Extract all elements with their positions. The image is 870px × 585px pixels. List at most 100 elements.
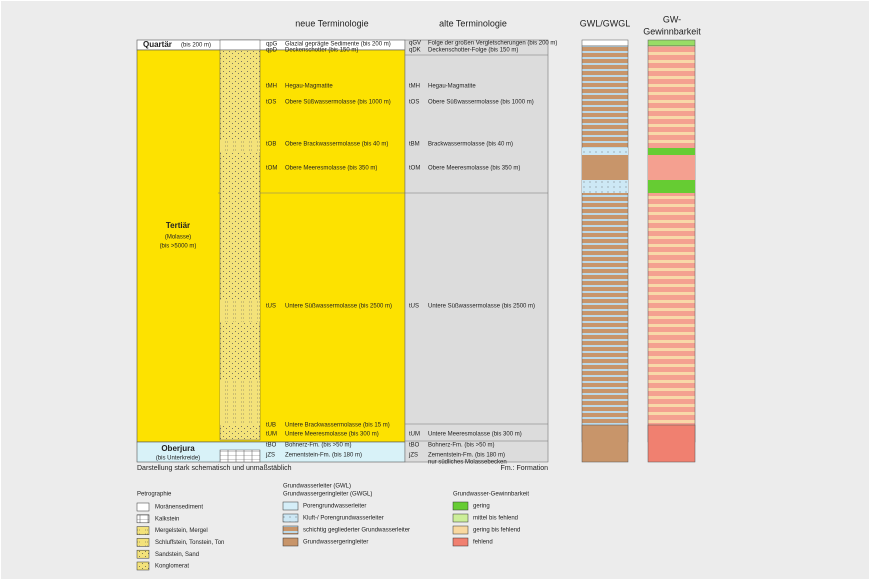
term: Zementstein-Fm. (bis 180 m) [285, 453, 362, 459]
code: tOS [409, 100, 419, 106]
term: Untere Meeresmolasse (bis 300 m) [428, 432, 522, 438]
gw-top [647, 39, 696, 47]
header: GWL/GWGL [580, 18, 631, 28]
legend-swatch [136, 526, 150, 535]
code: tUM [266, 432, 277, 438]
legend-label: Mergelstein, Mergel [155, 528, 208, 534]
legend-label: Kluft-/ Porengrundwasserleiter [303, 516, 384, 522]
term: Untere Brackwassermolasse (bis 15 m) [285, 423, 390, 429]
gwl-pore [582, 148, 628, 155]
legend-swatch [452, 513, 469, 523]
term: Untere Süßwassermolasse (bis 2500 m) [428, 304, 535, 310]
code: qDK [409, 48, 421, 54]
legend-swatch [136, 502, 150, 512]
code: tOM [266, 166, 277, 172]
code: tUM [409, 432, 420, 438]
litho-silt [220, 140, 260, 152]
litho-sand [219, 49, 261, 441]
unit-name: Tertiär [166, 221, 190, 230]
footer: Darstellung stark schematisch und unmaßs… [137, 465, 292, 472]
legend-title: Grundwasserleiter (GWL) [283, 484, 351, 490]
code: tUB [266, 423, 276, 429]
unit-note: (bis >5000 m) [160, 244, 197, 250]
legend-label: Sandstein, Sand [155, 552, 199, 558]
legend-swatch [282, 525, 299, 535]
gwl-low [581, 424, 629, 463]
code: tOB [266, 142, 276, 148]
term: Obere Brackwassermolasse (bis 40 m) [285, 142, 388, 148]
gwl-column [581, 45, 629, 443]
term: Hegau-Magmatite [428, 84, 476, 90]
gw-low [648, 180, 695, 193]
legend-title: Grundwassergeringleiter (GWGL) [283, 492, 372, 498]
code: tMH [266, 84, 277, 90]
term: Bohnerz-Fm. (bis >50 m) [285, 443, 352, 449]
code: tBM [409, 142, 420, 148]
term: Brackwassermolasse (bis 40 m) [428, 142, 513, 148]
old-column [404, 39, 549, 463]
term: Hegau-Magmatite [285, 84, 333, 90]
legend-label: Moränensediment [155, 505, 203, 511]
legend-swatch [452, 525, 469, 535]
legend-label: fehlend [473, 540, 493, 546]
code: qGV [409, 41, 421, 47]
legend-label: schichtig gegliederter Grundwasserleiter [303, 528, 410, 534]
old-dividers [405, 54, 548, 442]
litho-silt [220, 380, 260, 425]
term-note: nur südliches Molassebecken [428, 460, 507, 466]
header: GW- [663, 14, 681, 24]
legend-title: Grundwasser-Gewinnbarkeit [453, 492, 529, 498]
legend-label: mittel bis fehlend [473, 516, 518, 522]
term: Obere Meeresmolasse (bis 350 m) [285, 166, 377, 172]
term: Folge der großen Vergletscherungen (bis … [428, 41, 557, 47]
header: neue Terminologie [295, 18, 368, 28]
code: tBO [266, 443, 277, 449]
term: Bohnerz-Fm. (bis >50 m) [428, 443, 495, 449]
unit-note: (bis 200 m) [181, 43, 211, 49]
legend-swatch [136, 549, 150, 559]
term: Untere Meeresmolasse (bis 300 m) [285, 432, 379, 438]
legend-label: Porengrundwasserleiter [303, 504, 366, 510]
legend-swatch [282, 501, 299, 511]
term: Deckenschotter-Folge (bis 150 m) [428, 48, 518, 54]
code: tMH [409, 84, 420, 90]
legend-swatch [452, 537, 469, 547]
code: tUS [266, 304, 276, 310]
legend-swatch [452, 501, 469, 511]
unit-name: Quartär [143, 40, 172, 49]
code: jZS [265, 453, 275, 459]
unit-name: Oberjura [161, 444, 195, 453]
term: Deckenschotter (bis 150 m) [285, 48, 358, 54]
code: jZS [408, 453, 418, 459]
legend-label: Schluffstein, Tonstein, Ton [155, 540, 224, 546]
code: tBO [409, 443, 420, 449]
unit-note: (Molasse) [165, 235, 191, 241]
term: Untere Süßwassermolasse (bis 2500 m) [285, 304, 392, 310]
footer: Fm.: Formation [501, 465, 549, 472]
legend-swatch [136, 561, 150, 571]
gwl-top [581, 39, 629, 47]
gw-column [647, 45, 696, 443]
header: alte Terminologie [439, 18, 507, 28]
code: qpD [266, 48, 278, 54]
litho-moraine [219, 39, 261, 51]
header: Gewinnbarkeit [643, 26, 701, 36]
legend-label: Konglomerat [155, 564, 189, 570]
unit-note: (bis Unterkreide) [156, 456, 200, 462]
code: tUS [409, 304, 419, 310]
legend-swatch [282, 537, 299, 547]
tertiaer-band [136, 49, 406, 443]
term: Obere Meeresmolasse (bis 350 m) [428, 166, 520, 172]
legend-label: gering bis fehlend [473, 528, 520, 534]
gw-none [648, 155, 695, 180]
code: qpG [266, 42, 278, 48]
litho-lime [219, 449, 261, 463]
legend-label: Kalkstein [155, 516, 179, 522]
code: tOM [409, 166, 420, 172]
legend-swatch [136, 538, 150, 547]
legend-swatch [282, 513, 299, 523]
term: Obere Süßwassermolasse (bis 1000 m) [285, 100, 391, 106]
litho-silt [220, 300, 260, 322]
gw-low [648, 148, 695, 155]
